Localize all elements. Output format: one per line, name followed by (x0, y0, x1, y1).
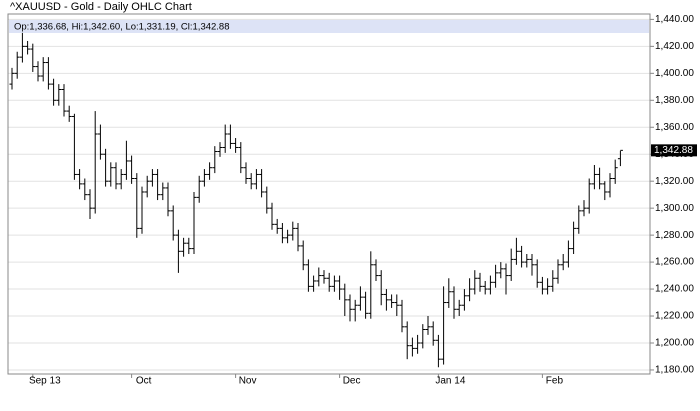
x-tick-label: Sep 13 (29, 376, 61, 387)
y-tick-label: 1,320.00 (655, 176, 694, 187)
y-tick-label: 1,260.00 (655, 257, 694, 268)
x-tick-label: Feb (546, 376, 564, 387)
last-price-label: 1,342.88 (654, 145, 693, 156)
chart-title: ^XAUUSD - Gold - Daily OHLC Chart (10, 1, 192, 13)
y-tick-label: 1,420.00 (655, 41, 694, 52)
x-tick-label: Oct (136, 376, 152, 387)
last-price-box (651, 144, 697, 157)
y-tick-label: 1,380.00 (655, 95, 694, 106)
y-tick-label: 1,200.00 (655, 338, 694, 349)
y-tick-label: 1,400.00 (655, 68, 694, 79)
x-tick-label: Dec (343, 376, 361, 387)
y-tick-label: 1,300.00 (655, 203, 694, 214)
y-tick-label: 1,220.00 (655, 311, 694, 322)
y-tick-label: 1,440.00 (655, 14, 694, 25)
y-tick-label: 1,180.00 (655, 365, 694, 376)
readout-band (9, 20, 649, 33)
ohlc-readout: Op:1,336.68, Hi:1,342.60, Lo:1,331.19, C… (14, 22, 230, 33)
y-tick-label: 1,280.00 (655, 230, 694, 241)
plot-frame (7, 13, 651, 375)
y-tick-label: 1,240.00 (655, 284, 694, 295)
y-tick-label: 1,360.00 (655, 122, 694, 133)
x-tick-label: Nov (239, 376, 257, 387)
x-tick-label: Jan 14 (435, 376, 465, 387)
